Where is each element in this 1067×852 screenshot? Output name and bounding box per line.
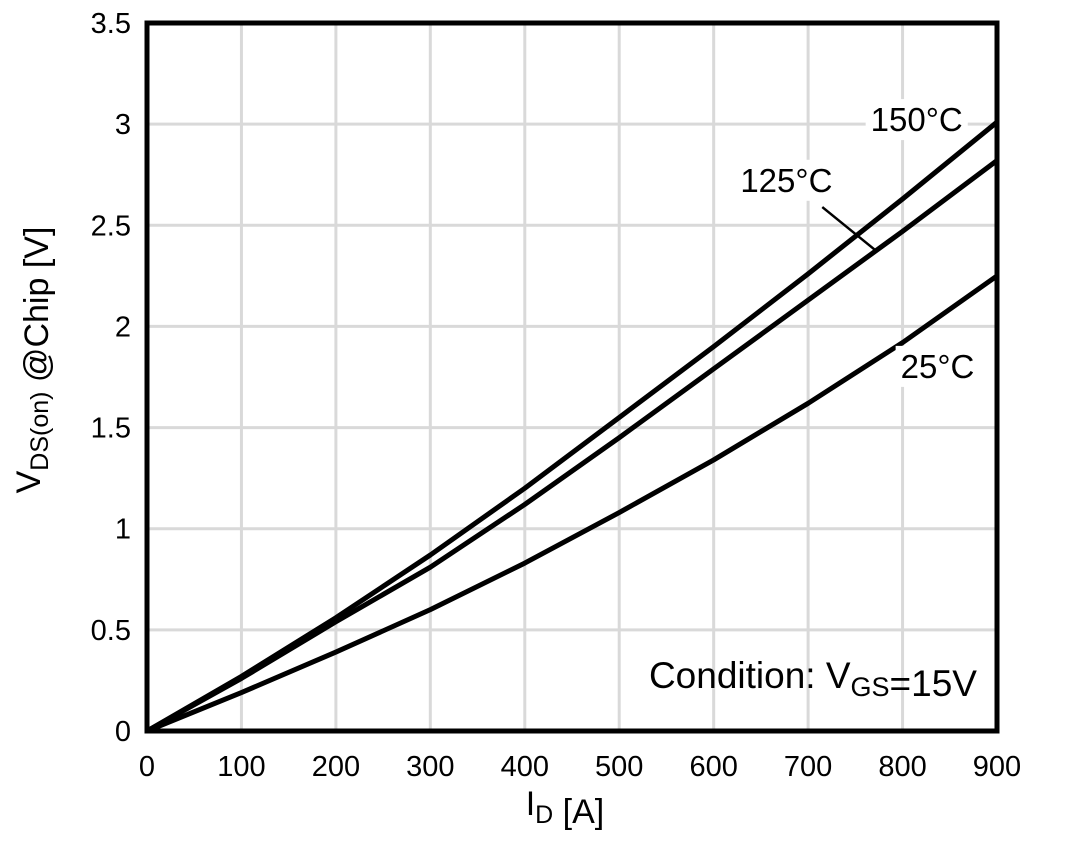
curve-label: 25°C bbox=[901, 348, 975, 385]
curve-label-background bbox=[865, 99, 968, 141]
x-tick-label: 900 bbox=[973, 751, 1021, 783]
y-axis-title: VDS(on) @Chip [V] bbox=[10, 227, 56, 494]
x-tick-label: 600 bbox=[689, 751, 737, 783]
x-tick-label: 500 bbox=[595, 751, 643, 783]
y-tick-label: 3 bbox=[115, 109, 131, 141]
x-tick-label: 300 bbox=[406, 751, 454, 783]
axis-titles: ID [A] VDS(on) @Chip [V] Condition: VGS=15… bbox=[10, 227, 977, 831]
curve-125c bbox=[144, 158, 1000, 734]
y-tick-label: 1 bbox=[115, 514, 131, 546]
curve-25c bbox=[144, 273, 1000, 734]
x-tick-label: 700 bbox=[784, 751, 832, 783]
curves bbox=[144, 119, 1000, 734]
curve-150c bbox=[144, 119, 1000, 734]
curve-annotations: 150°C 125°C 25°C bbox=[735, 99, 980, 387]
curve-label: 125°C bbox=[740, 162, 832, 199]
y-tick-label: 1.5 bbox=[91, 413, 131, 445]
x-tick-label: 100 bbox=[217, 751, 265, 783]
grid-lines bbox=[147, 23, 997, 731]
curve-label: 150°C bbox=[871, 101, 963, 138]
condition-note: Condition: VGS=15V bbox=[649, 655, 977, 704]
x-tick-label: 800 bbox=[878, 751, 926, 783]
x-tick-label: 400 bbox=[501, 751, 549, 783]
plot-border bbox=[144, 20, 1000, 734]
y-tick-label: 0 bbox=[115, 716, 131, 748]
x-axis-title: ID [A] bbox=[526, 785, 605, 831]
x-tick-label: 0 bbox=[139, 751, 155, 783]
curve-label-background bbox=[895, 345, 980, 387]
x-tick-label: 200 bbox=[312, 751, 360, 783]
y-tick-label: 3.5 bbox=[91, 8, 131, 40]
y-tick-label: 0.5 bbox=[91, 615, 131, 647]
tick-labels: 0 0.5 1 1.5 2 2.5 3 3.5 0 100 200 300 400 500 600 700 80… bbox=[91, 8, 1022, 783]
curve-label-background bbox=[735, 159, 838, 201]
annotation-leader-line bbox=[821, 206, 878, 253]
y-tick-label: 2 bbox=[115, 311, 131, 343]
y-tick-label: 2.5 bbox=[91, 210, 131, 242]
